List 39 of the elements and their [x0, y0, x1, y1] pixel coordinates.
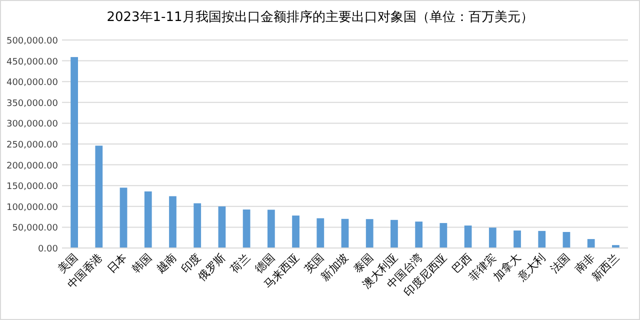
bar — [366, 219, 374, 248]
x-tick-label: 法国 — [548, 250, 573, 276]
bar — [70, 57, 78, 248]
bar — [514, 230, 521, 248]
bar — [538, 230, 546, 248]
bar — [415, 222, 423, 248]
x-tick-label: 越南 — [154, 250, 179, 276]
y-tick-label: 250,000.00 — [6, 140, 58, 150]
y-tick-label: 50,000.00 — [12, 224, 58, 234]
bar — [144, 191, 152, 248]
bar — [341, 218, 349, 248]
x-tick-label: 荷兰 — [228, 250, 253, 276]
chart-title: 2023年1-11月我国按出口金额排序的主要出口对象国（单位：百万美元） — [106, 9, 534, 25]
y-tick-label: 0.00 — [38, 244, 58, 254]
bar — [562, 232, 570, 248]
bar — [218, 206, 226, 248]
bar — [194, 203, 202, 248]
bar — [169, 196, 176, 248]
bar — [390, 220, 398, 248]
y-tick-label: 150,000.00 — [6, 182, 58, 192]
bar — [316, 218, 324, 248]
bar — [120, 188, 128, 248]
bar — [587, 239, 595, 248]
y-tick-label: 300,000.00 — [6, 120, 58, 130]
y-tick-label: 200,000.00 — [6, 161, 58, 172]
y-tick-label: 500,000.00 — [6, 36, 58, 46]
y-tick-label: 100,000.00 — [6, 202, 58, 213]
bar — [464, 226, 472, 248]
y-tick-label: 450,000.00 — [6, 57, 58, 68]
bar — [292, 216, 300, 248]
x-tick-label: 日本 — [104, 250, 130, 276]
bar — [440, 223, 448, 248]
bar — [242, 210, 250, 248]
bar — [488, 228, 496, 248]
bar — [95, 146, 103, 248]
bar — [267, 210, 275, 248]
y-tick-label: 350,000.00 — [6, 98, 58, 109]
y-tick-label: 400,000.00 — [6, 78, 58, 88]
x-tick-label: 韩国 — [130, 250, 154, 276]
